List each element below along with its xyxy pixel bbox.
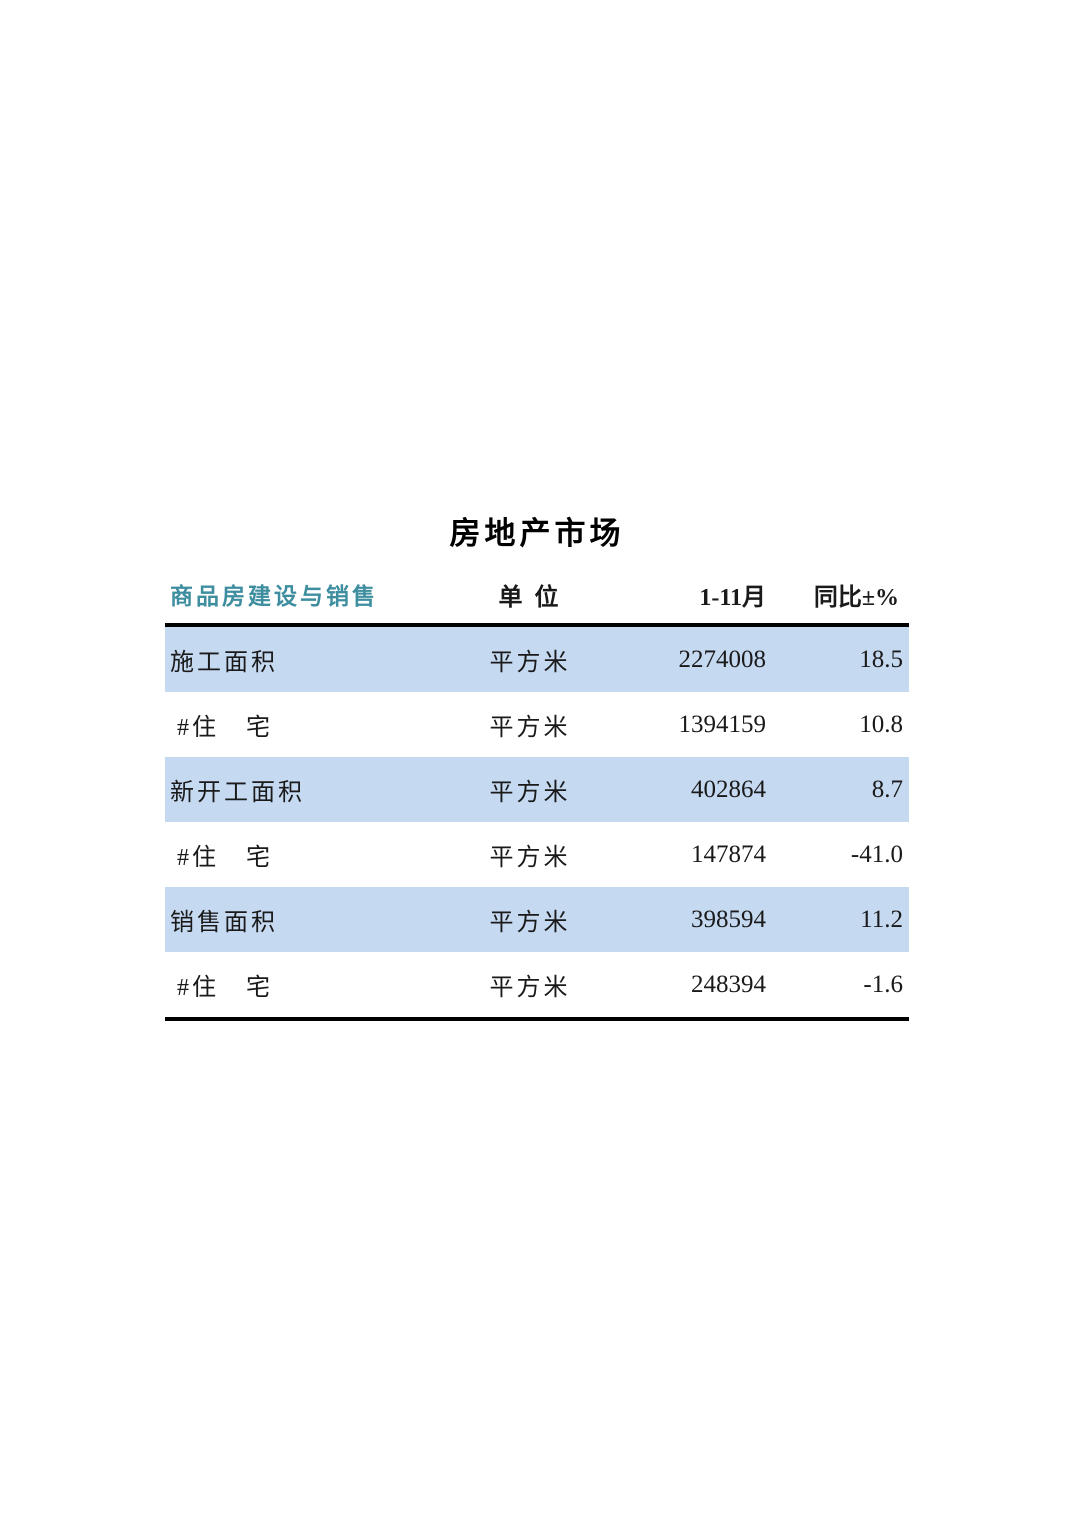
row-unit: 平方米 [489, 910, 571, 936]
table-row: 新开工面积 平方米 402864 8.7 [165, 757, 909, 822]
row-yoy: 10.8 [859, 710, 903, 738]
table-row: #住 宅 平方米 1394159 10.8 [165, 692, 909, 757]
header-yoy: 同比±% [813, 584, 899, 611]
row-unit: 平方米 [489, 780, 571, 806]
header-period: 1-11月 [699, 584, 766, 611]
row-indicator: #住 宅 [177, 715, 273, 741]
row-yoy: 8.7 [871, 775, 903, 803]
row-unit: 平方米 [489, 715, 571, 741]
row-value: 402864 [691, 775, 766, 803]
row-yoy: 18.5 [859, 645, 903, 673]
row-indicator: #住 宅 [177, 845, 273, 871]
row-value: 248394 [691, 970, 766, 998]
row-indicator: 销售面积 [170, 910, 278, 936]
page-title: 房地产市场 [449, 516, 625, 551]
table-row: 销售面积 平方米 398594 11.2 [165, 887, 909, 952]
row-value: 1394159 [678, 710, 767, 738]
row-unit: 平方米 [489, 975, 571, 1001]
row-value: 147874 [691, 840, 766, 868]
row-yoy: 11.2 [860, 905, 903, 933]
row-unit: 平方米 [489, 650, 571, 676]
table-body: 施工面积 平方米 2274008 18.5 #住 宅 平方米 1394159 1… [165, 623, 909, 1021]
row-value: 2274008 [678, 645, 767, 673]
row-yoy: -41.0 [850, 840, 903, 868]
row-indicator: #住 宅 [177, 975, 273, 1001]
table-row: #住 宅 平方米 248394 -1.6 [165, 952, 909, 1017]
table-row: 施工面积 平方米 2274008 18.5 [165, 627, 909, 692]
row-indicator: 新开工面积 [170, 780, 305, 806]
row-unit: 平方米 [489, 845, 571, 871]
header-unit: 单 位 [498, 584, 562, 611]
header-category: 商品房建设与销售 [170, 584, 378, 609]
row-yoy: -1.6 [863, 970, 903, 998]
row-indicator: 施工面积 [170, 650, 278, 676]
real-estate-table: 房地产市场 商品房建设与销售 单 位 1-11月 同比±% 施工面积 平方米 2… [165, 513, 909, 1021]
table-row: #住 宅 平方米 147874 -41.0 [165, 822, 909, 887]
table-header-row: 商品房建设与销售 单 位 1-11月 同比±% [165, 565, 909, 623]
row-value: 398594 [691, 905, 766, 933]
